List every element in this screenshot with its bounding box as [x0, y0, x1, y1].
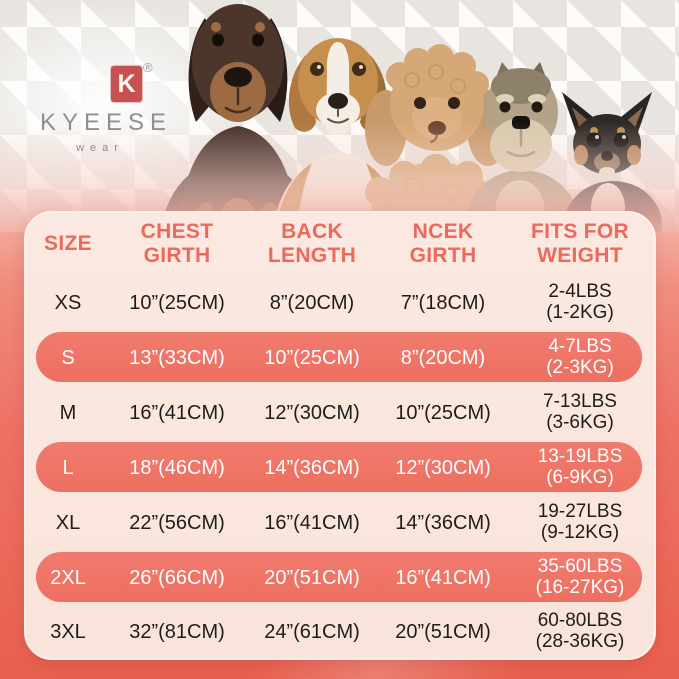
- column-header-size: SIZE: [44, 232, 92, 256]
- column-header-back-length: BACK LENGTH: [267, 220, 357, 267]
- back-length-value: 8”(20CM): [269, 291, 355, 314]
- size-row-l: L 18”(46CM) 14”(36CM) 12”(30CM) 13-19LBS…: [26, 440, 654, 495]
- back-length-value: 14”(36CM): [264, 456, 360, 479]
- size-label: 2XL: [50, 566, 86, 589]
- weight-range-value: 60-80LBS (28-36KG): [535, 609, 625, 652]
- weight-range-value: 19-27LBS (9-12KG): [537, 500, 623, 543]
- chest-girth-value: 32”(81CM): [129, 620, 225, 643]
- hero-section: K ® KYEESE wear: [0, 0, 679, 232]
- neck-girth-value: 20”(51CM): [395, 620, 491, 643]
- neck-girth-value: 10”(25CM): [395, 401, 491, 424]
- size-table-card: SIZE CHEST GIRTH BACK LENGTH NCEK GIRTH FIT…: [24, 211, 656, 660]
- size-row-3xl: 3XL 32”(81CM) 24”(61CM) 20”(51CM) 60-80L…: [26, 605, 654, 658]
- size-row-xl: XL 22”(56CM) 16”(41CM) 14”(36CM) 19-27LB…: [26, 495, 654, 550]
- back-length-value: 24”(61CM): [264, 620, 360, 643]
- size-row-xs: XS 10”(25CM) 8”(20CM) 7”(18CM) 2-4LBS (1…: [26, 275, 654, 330]
- back-length-value: 12”(30CM): [264, 401, 360, 424]
- size-row-2xl: 2XL 26”(66CM) 20”(51CM) 16”(41CM) 35-60L…: [26, 550, 654, 605]
- size-row-m: M 16”(41CM) 12”(30CM) 10”(25CM) 7-13LBS …: [26, 385, 654, 440]
- chest-girth-value: 18”(46CM): [129, 456, 225, 479]
- table-header-row: SIZE CHEST GIRTH BACK LENGTH NCEK GIRTH FIT…: [26, 213, 654, 275]
- size-row-s: S 13”(33CM) 10”(25CM) 8”(20CM) 4-7LBS (2…: [26, 330, 654, 385]
- weight-range-value: 13-19LBS (6-9KG): [537, 445, 623, 488]
- size-label: M: [59, 401, 77, 424]
- weight-range-value: 35-60LBS (16-27KG): [535, 555, 625, 598]
- chest-girth-value: 22”(56CM): [129, 511, 225, 534]
- weight-range-value: 7-13LBS (3-6KG): [543, 390, 617, 433]
- chest-girth-value: 13”(33CM): [129, 346, 225, 369]
- size-label: XS: [54, 291, 82, 314]
- brand-logo: K ® KYEESE wear: [0, 0, 220, 180]
- neck-girth-value: 12”(30CM): [395, 456, 491, 479]
- back-length-value: 10”(25CM): [264, 346, 360, 369]
- size-label: XL: [55, 511, 81, 534]
- neck-girth-value: 8”(20CM): [400, 346, 486, 369]
- chest-girth-value: 26”(66CM): [129, 566, 225, 589]
- weight-range-value: 2-4LBS (1-2KG): [546, 280, 614, 323]
- brand-mark: K: [111, 66, 142, 102]
- chest-girth-value: 10”(25CM): [129, 291, 225, 314]
- neck-girth-value: 16”(41CM): [395, 566, 491, 589]
- back-length-value: 20”(51CM): [264, 566, 360, 589]
- neck-girth-value: 7”(18CM): [400, 291, 486, 314]
- column-header-fits-for-weight: FITS FOR WEIGHT: [530, 220, 630, 267]
- column-header-chest-girth: CHEST GIRTH: [140, 220, 214, 267]
- brand-subtitle: wear: [76, 142, 124, 154]
- size-label: 3XL: [50, 620, 86, 643]
- chest-girth-value: 16”(41CM): [129, 401, 225, 424]
- column-header-neck-girth: NCEK GIRTH: [409, 220, 477, 267]
- size-label: S: [61, 346, 75, 369]
- weight-range-value: 4-7LBS (2-3KG): [546, 335, 614, 378]
- size-label: L: [62, 456, 74, 479]
- back-length-value: 16”(41CM): [264, 511, 360, 534]
- brand-name: KYEESE: [40, 109, 173, 136]
- brand-mark-letter: K: [117, 69, 136, 98]
- neck-girth-value: 14”(36CM): [395, 511, 491, 534]
- registered-trademark: ®: [143, 60, 153, 75]
